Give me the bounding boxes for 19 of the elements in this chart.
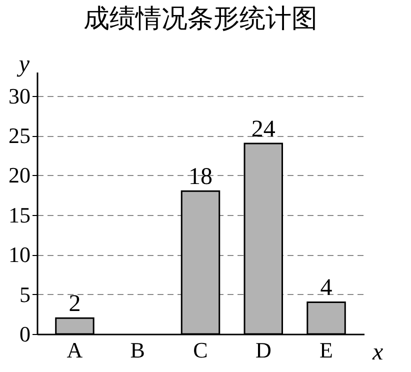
chart-title: 成绩情况条形统计图	[84, 4, 318, 33]
x-tick-label: B	[130, 338, 145, 362]
x-tick-label: D	[255, 338, 272, 362]
y-tick-label: 15	[8, 202, 30, 228]
y-tick-label: 0	[20, 322, 30, 346]
y-tick-label: 10	[8, 242, 30, 268]
data-label: 2	[68, 291, 81, 318]
x-axis-title: x	[372, 340, 384, 366]
y-tick-label: 25	[8, 123, 30, 148]
x-tick-label: E	[320, 338, 333, 362]
y-axis-title: y	[16, 52, 30, 78]
data-label: 4	[320, 275, 332, 302]
data-label: 24	[251, 116, 276, 142]
y-tick-label: 20	[8, 162, 30, 188]
y-tick-label: 30	[8, 83, 30, 108]
y-tick-label: 5	[20, 282, 30, 307]
data-label: 18	[188, 164, 212, 190]
x-tick-label: A	[66, 338, 83, 362]
x-tick-label: C	[193, 338, 208, 362]
